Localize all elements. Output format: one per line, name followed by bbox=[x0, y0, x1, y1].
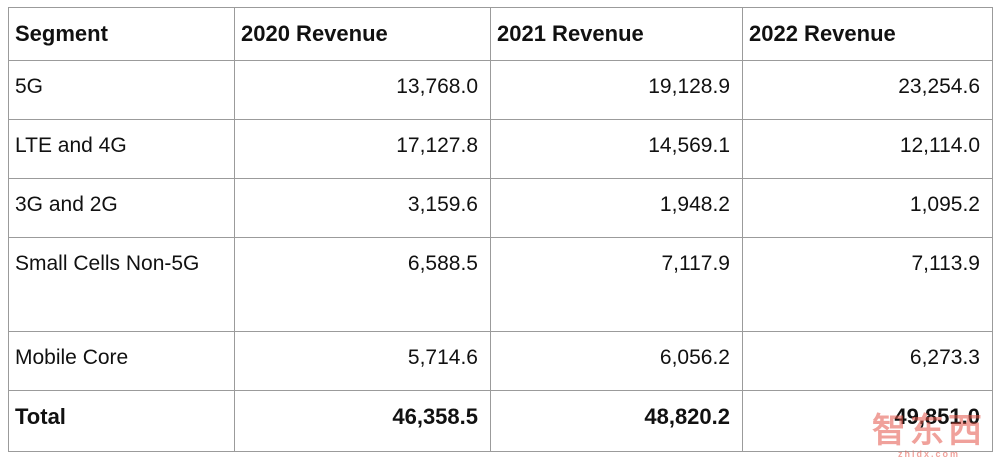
column-header-2022-revenue: 2022 Revenue bbox=[742, 7, 993, 61]
total-value-2021: 48,820.2 bbox=[490, 390, 743, 452]
header-row: Segment 2020 Revenue 2021 Revenue 2022 R… bbox=[8, 7, 993, 61]
table-row-mobile-core: Mobile Core 5,714.6 6,056.2 6,273.3 bbox=[8, 331, 993, 391]
table-row-small-cells: Small Cells Non-5G 6,588.5 7,117.9 7,113… bbox=[8, 237, 993, 332]
table-row-total: Total 46,358.5 48,820.2 49,851.0 bbox=[8, 390, 993, 452]
revenue-table: Segment 2020 Revenue 2021 Revenue 2022 R… bbox=[8, 7, 993, 452]
segment-cell: 5G bbox=[8, 60, 235, 120]
total-label-cell: Total bbox=[8, 390, 235, 452]
table-row-5g: 5G 13,768.0 19,128.9 23,254.6 bbox=[8, 60, 993, 120]
value-cell-2022: 6,273.3 bbox=[742, 331, 993, 391]
table-row-3g-2g: 3G and 2G 3,159.6 1,948.2 1,095.2 bbox=[8, 178, 993, 238]
column-header-2020-revenue: 2020 Revenue bbox=[234, 7, 491, 61]
table-row-lte-4g: LTE and 4G 17,127.8 14,569.1 12,114.0 bbox=[8, 119, 993, 179]
value-cell-2021: 19,128.9 bbox=[490, 60, 743, 120]
column-header-segment: Segment bbox=[8, 7, 235, 61]
value-cell-2020: 13,768.0 bbox=[234, 60, 491, 120]
total-value-2020: 46,358.5 bbox=[234, 390, 491, 452]
value-cell-2022: 12,114.0 bbox=[742, 119, 993, 179]
value-cell-2022: 23,254.6 bbox=[742, 60, 993, 120]
value-cell-2020: 3,159.6 bbox=[234, 178, 491, 238]
segment-cell: 3G and 2G bbox=[8, 178, 235, 238]
column-header-2021-revenue: 2021 Revenue bbox=[490, 7, 743, 61]
value-cell-2021: 1,948.2 bbox=[490, 178, 743, 238]
value-cell-2021: 14,569.1 bbox=[490, 119, 743, 179]
value-cell-2022: 7,113.9 bbox=[742, 237, 993, 332]
segment-cell: Mobile Core bbox=[8, 331, 235, 391]
segment-cell: Small Cells Non-5G bbox=[8, 237, 235, 332]
value-cell-2021: 6,056.2 bbox=[490, 331, 743, 391]
value-cell-2021: 7,117.9 bbox=[490, 237, 743, 332]
value-cell-2022: 1,095.2 bbox=[742, 178, 993, 238]
value-cell-2020: 17,127.8 bbox=[234, 119, 491, 179]
value-cell-2020: 5,714.6 bbox=[234, 331, 491, 391]
total-value-2022: 49,851.0 bbox=[742, 390, 993, 452]
value-cell-2020: 6,588.5 bbox=[234, 237, 491, 332]
segment-cell: LTE and 4G bbox=[8, 119, 235, 179]
